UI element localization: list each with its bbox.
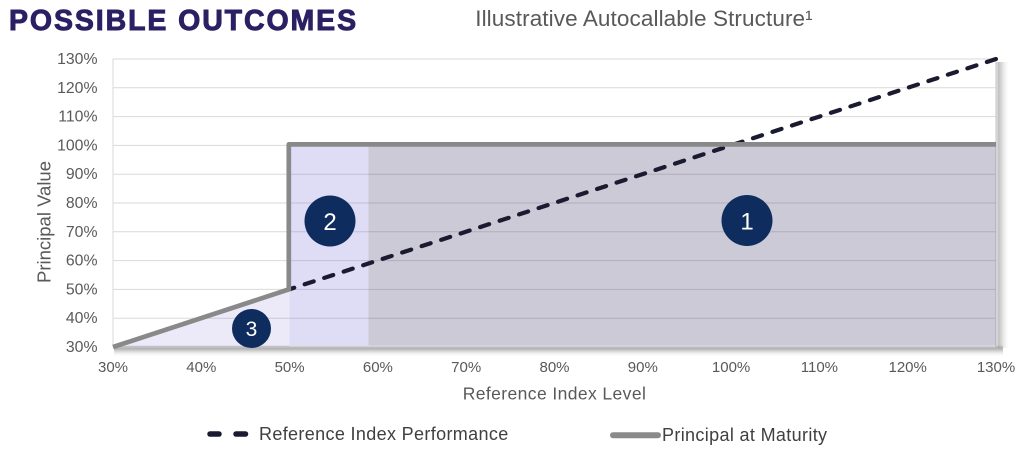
svg-text:30%: 30% — [66, 339, 98, 356]
svg-text:Reference Index Performance: Reference Index Performance — [259, 424, 509, 444]
svg-text:120%: 120% — [889, 359, 927, 376]
svg-text:60%: 60% — [363, 359, 393, 376]
svg-text:30%: 30% — [98, 359, 128, 376]
svg-text:50%: 50% — [66, 281, 98, 298]
svg-text:Principal at Maturity: Principal at Maturity — [662, 425, 827, 445]
svg-text:110%: 110% — [801, 359, 838, 376]
svg-text:POSSIBLE OUTCOMES: POSSIBLE OUTCOMES — [9, 5, 358, 37]
svg-text:60%: 60% — [66, 253, 98, 270]
svg-text:Principal Value: Principal Value — [34, 161, 55, 283]
svg-text:Reference Index Level: Reference Index Level — [463, 384, 647, 404]
svg-text:40%: 40% — [66, 310, 98, 327]
svg-text:50%: 50% — [275, 359, 305, 376]
svg-text:80%: 80% — [66, 195, 98, 212]
svg-text:120%: 120% — [57, 80, 97, 97]
svg-text:3: 3 — [246, 318, 258, 341]
svg-text:130%: 130% — [57, 51, 97, 68]
svg-text:130%: 130% — [977, 359, 1015, 376]
svg-text:90%: 90% — [66, 166, 98, 183]
svg-text:100%: 100% — [57, 137, 97, 154]
svg-text:2: 2 — [323, 209, 336, 236]
svg-text:70%: 70% — [66, 224, 98, 241]
svg-text:90%: 90% — [628, 359, 658, 376]
svg-text:100%: 100% — [712, 359, 750, 376]
svg-text:70%: 70% — [451, 359, 481, 376]
svg-text:40%: 40% — [186, 359, 216, 376]
svg-text:1: 1 — [740, 209, 753, 236]
svg-text:110%: 110% — [58, 109, 97, 126]
svg-text:Illustrative Autocallable Stru: Illustrative Autocallable Structure¹ — [475, 6, 813, 31]
svg-text:80%: 80% — [539, 359, 569, 376]
